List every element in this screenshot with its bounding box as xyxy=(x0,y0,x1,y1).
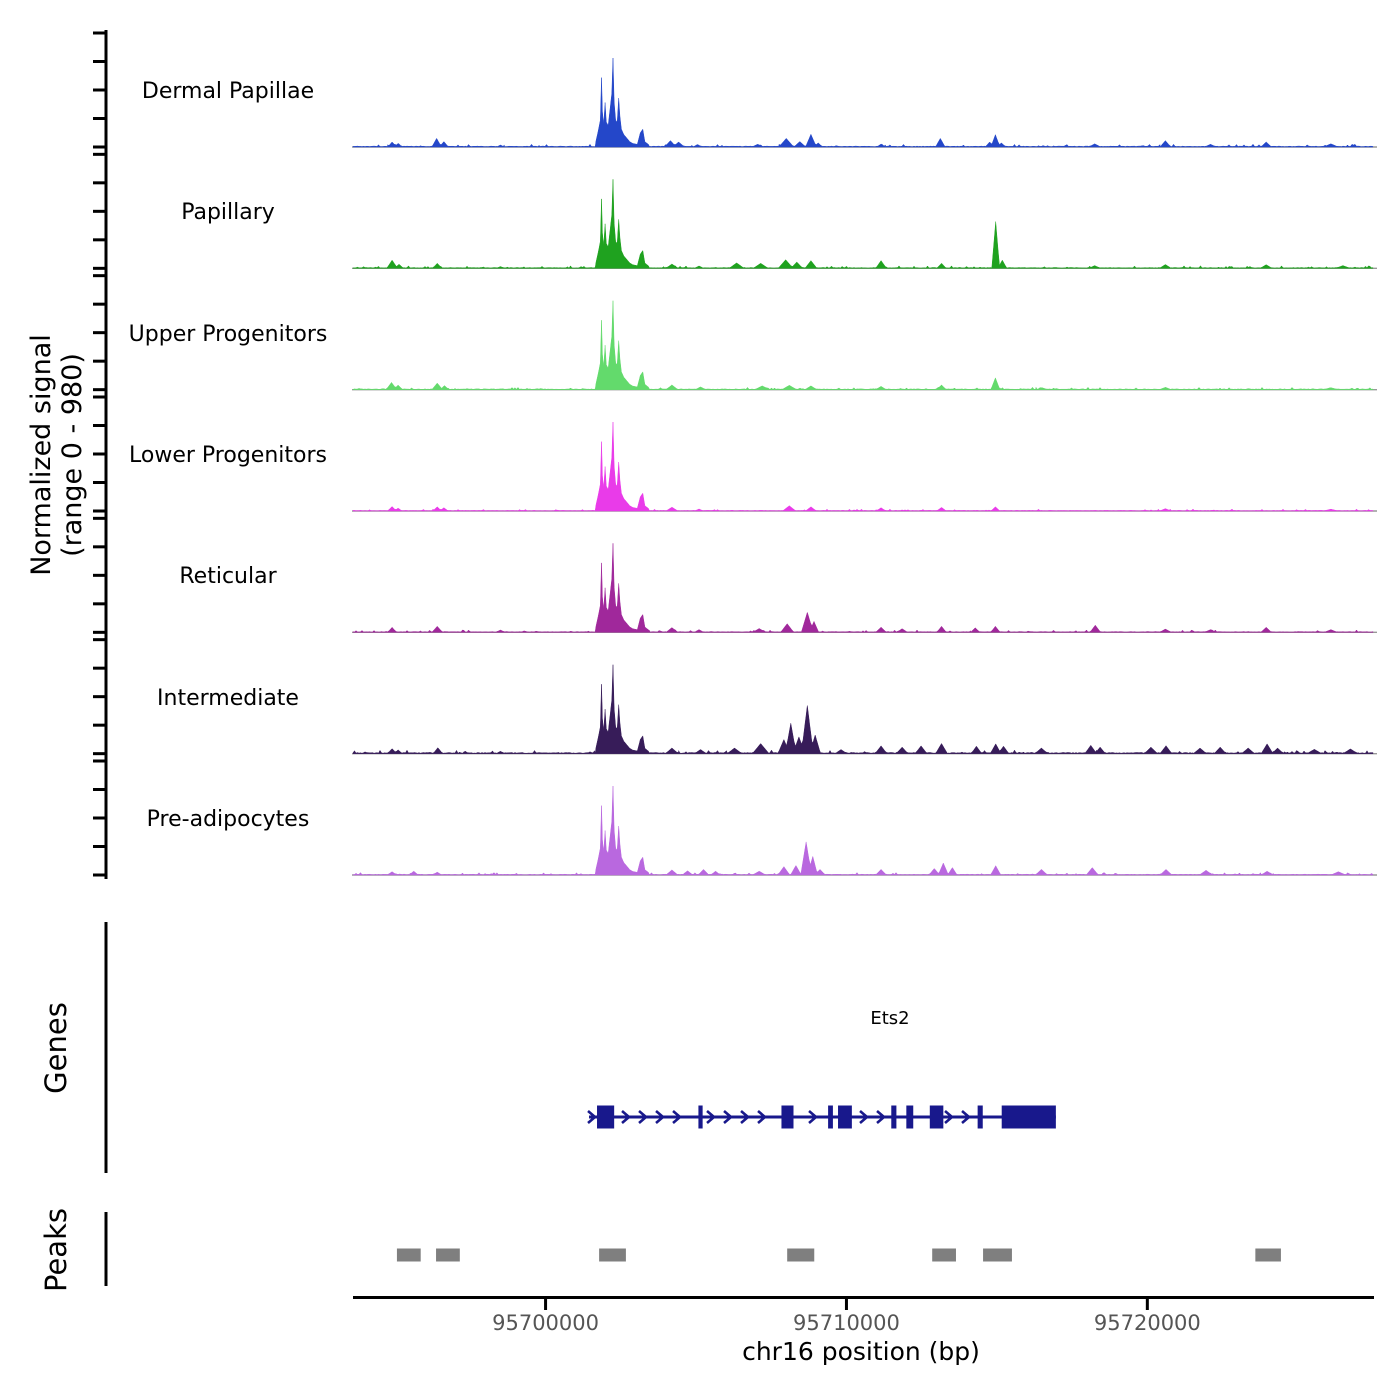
peak-box xyxy=(436,1248,460,1262)
strand-arrow-icon xyxy=(587,1110,598,1124)
strand-arrow-icon xyxy=(808,1110,819,1124)
peak-box xyxy=(1255,1248,1281,1262)
strand-arrow-icon xyxy=(621,1110,632,1124)
gene-exon xyxy=(828,1105,833,1129)
strand-arrow-icon xyxy=(961,1110,972,1124)
peak-box xyxy=(787,1248,815,1262)
track-label-reticular: Reticular xyxy=(179,564,277,590)
track-label-lower-progenitors: Lower Progenitors xyxy=(129,442,327,468)
strand-arrow-icon xyxy=(706,1110,717,1124)
strand-arrow-icon xyxy=(723,1110,734,1124)
strand-arrow-icon xyxy=(876,1110,887,1124)
gene-exon xyxy=(929,1105,944,1129)
x-axis-tick-label: 95700000 xyxy=(492,1311,599,1335)
peaks-section-label: Peaks xyxy=(39,1208,73,1292)
genes-section-label: Genes xyxy=(39,1002,73,1094)
signal-area-pre-adipocytes xyxy=(352,785,1374,876)
gene-exon xyxy=(891,1105,897,1129)
signal-area-lower-progenitors xyxy=(352,421,1374,512)
y-axis-label-line1: Normalized signal xyxy=(26,334,57,576)
strand-arrow-icon xyxy=(859,1110,870,1124)
x-axis-tick-label: 95710000 xyxy=(793,1311,900,1335)
gene-exon xyxy=(1001,1105,1056,1129)
gene-exon xyxy=(781,1105,794,1129)
peak-box xyxy=(932,1248,956,1262)
gene-exon xyxy=(838,1105,852,1129)
track-label-upper-progenitors: Upper Progenitors xyxy=(128,321,328,347)
track-label-dermal-papillae: Dermal Papillae xyxy=(141,79,315,104)
gene-exon xyxy=(906,1105,914,1129)
x-axis-tick-label: 95720000 xyxy=(1094,1311,1201,1335)
gene-exon xyxy=(977,1105,983,1129)
strand-arrow-icon xyxy=(638,1110,649,1124)
strand-arrow-icon xyxy=(672,1110,683,1124)
track-label-intermediate: Intermediate xyxy=(157,685,299,711)
gene-exon xyxy=(698,1105,703,1129)
signal-area-upper-progenitors xyxy=(352,300,1374,390)
peak-box xyxy=(599,1248,626,1262)
strand-arrow-icon xyxy=(757,1110,768,1124)
strand-arrow-icon xyxy=(944,1110,955,1124)
strand-arrow-icon xyxy=(655,1110,666,1124)
signal-area-intermediate xyxy=(352,664,1374,754)
track-label-pre-adipocytes: Pre-adipocytes xyxy=(146,806,310,832)
signal-area-papillary xyxy=(352,179,1374,269)
peak-box xyxy=(983,1248,1012,1262)
signal-area-dermal-papillae xyxy=(352,57,1374,148)
track-label-papillary: Papillary xyxy=(181,200,275,226)
x-axis-title: chr16 position (bp) xyxy=(742,1337,980,1366)
signal-area-reticular xyxy=(352,543,1374,633)
y-axis-label-line2: (range 0 - 980) xyxy=(57,353,88,557)
gene-name-label: Ets2 xyxy=(870,1008,910,1029)
y-axis-label: Normalized signal (range 0 - 980) xyxy=(26,155,88,755)
strand-arrow-icon xyxy=(740,1110,751,1124)
gene-exon xyxy=(597,1105,615,1129)
peak-box xyxy=(396,1248,421,1262)
